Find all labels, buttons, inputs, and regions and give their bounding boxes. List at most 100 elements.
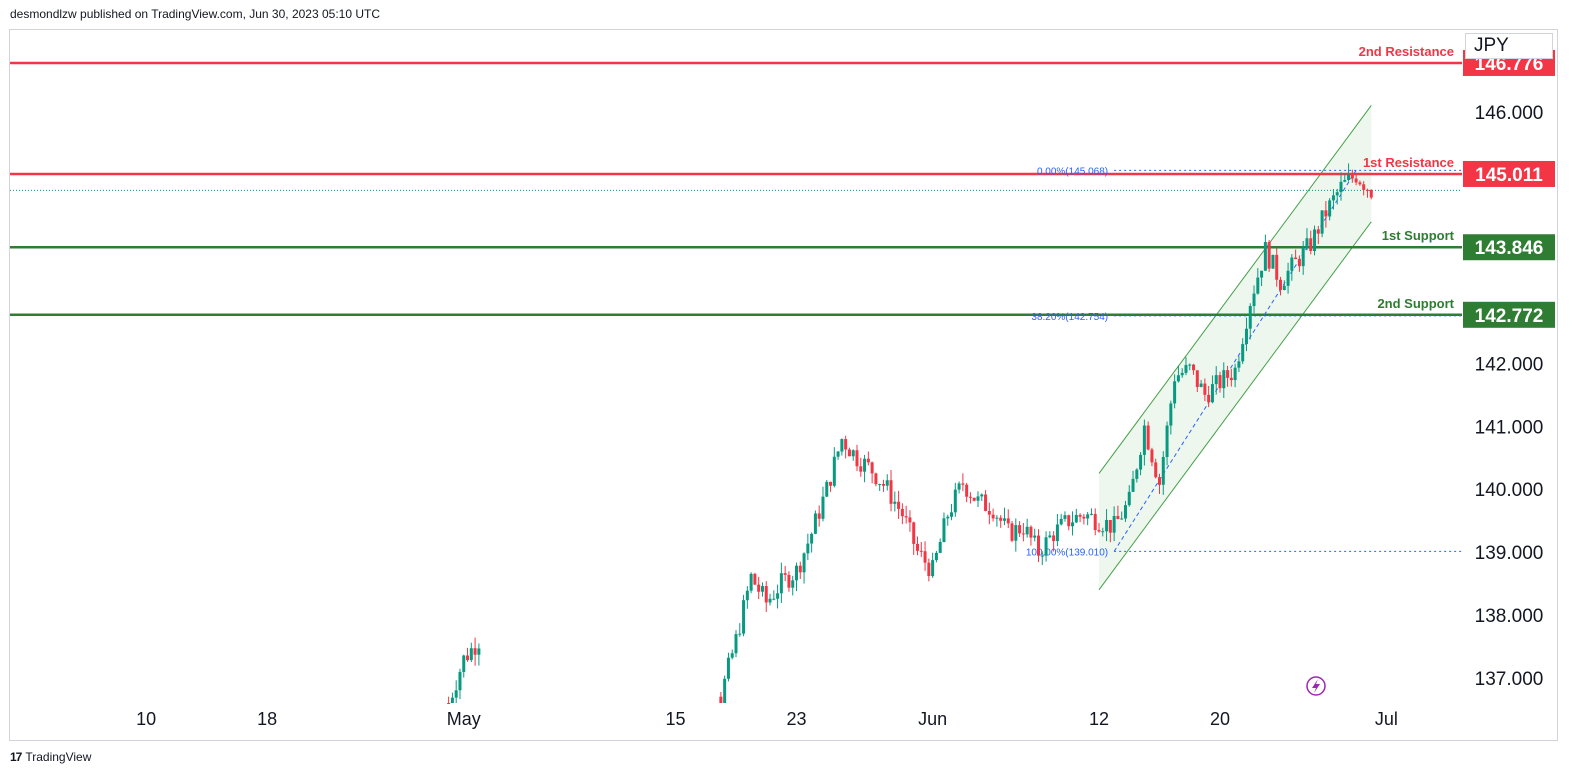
candle-body [791,580,795,588]
candle [1188,363,1192,371]
candle [885,474,889,491]
candle [798,561,802,579]
candle-body [1154,462,1158,478]
candle [991,508,995,522]
candle-body [1248,306,1252,329]
candle-body [1309,238,1313,251]
candle-body [1229,377,1233,381]
fib-level-label: 38.20%(142.754) [1031,312,1108,323]
candle [1078,513,1082,523]
candle [817,505,821,527]
candle-body [968,496,972,498]
candle-body [1082,516,1086,519]
candle-body [844,439,848,450]
candle [813,510,817,535]
candle [1021,522,1025,542]
candle-body [469,648,473,661]
candle-body [1127,491,1131,506]
brand-name: TradingView [25,750,92,764]
price-badge-bg [1463,234,1555,261]
candle [1297,255,1301,272]
channel-upper-line [1098,105,1372,474]
candle [1252,285,1256,314]
candle-body [760,586,764,592]
candle-body [1347,174,1351,180]
candle-body [984,494,988,511]
time-tick-label: 12 [1089,709,1109,729]
candle-body [813,513,817,534]
candle [1101,527,1105,537]
candle [447,696,451,704]
candle-body [1301,247,1305,267]
candle-body [942,518,946,543]
candle-body [768,598,772,603]
candle-body [1218,375,1222,389]
candle [1158,473,1161,495]
support-resistance-levels: 2nd Resistance 1st Resistance 1st Support 2… [10,44,1462,317]
level-label: 2nd Support [1377,296,1454,311]
candle [1241,338,1245,365]
candle-body [1018,525,1022,534]
candle-body [821,496,825,519]
candle [1002,507,1006,526]
candle [742,594,746,637]
candle-body [825,481,829,497]
candle [1059,513,1063,526]
candle [1089,508,1093,516]
candle [723,675,727,703]
candle-body [776,593,780,599]
candle [961,473,965,492]
candle-body [1320,210,1324,234]
candle-body [1089,513,1093,515]
candle [1365,188,1369,198]
candle [1097,523,1101,533]
candle-body [1173,381,1177,404]
candle-body [1105,519,1109,532]
candle-body [916,543,919,551]
candle [1150,447,1154,467]
currency-label: JPY [1465,33,1553,59]
candle [1207,385,1211,408]
candle [1040,551,1044,566]
candle [1006,509,1010,529]
candle-body [795,565,798,581]
candle-body [1324,210,1328,217]
candle-body [1335,192,1339,196]
candle [1294,249,1298,260]
candle [1120,511,1124,520]
candle-body [738,633,742,635]
candle-body [1188,364,1192,366]
candle [1222,362,1226,399]
candle [1108,519,1112,543]
candle-body [874,473,878,485]
candle [836,450,840,460]
candle-body [1169,403,1173,426]
candle [1362,181,1366,196]
candle-body [1063,515,1067,519]
candle-body [987,510,991,515]
candle-body [1048,535,1052,538]
candle-body [923,551,927,563]
price-tick-label: 140.000 [1475,480,1544,501]
candle [1350,169,1354,183]
candle [454,680,458,703]
candle-body [730,653,734,658]
candle [473,637,477,666]
candle [1037,529,1040,563]
candle [1358,180,1362,186]
candle-body [832,456,836,486]
lightning-icon-bolt [1312,679,1320,693]
candlesticks [447,163,1373,704]
candle [1320,210,1324,238]
candle [851,449,855,461]
candle-body [1029,526,1033,538]
candle [927,558,931,582]
candle [881,479,885,492]
price-tick-label: 146.000 [1475,103,1544,124]
candle-body [889,480,893,504]
candle [1324,200,1328,228]
candle [1354,174,1358,186]
candle-body [938,542,942,553]
candle-body [1101,531,1105,533]
